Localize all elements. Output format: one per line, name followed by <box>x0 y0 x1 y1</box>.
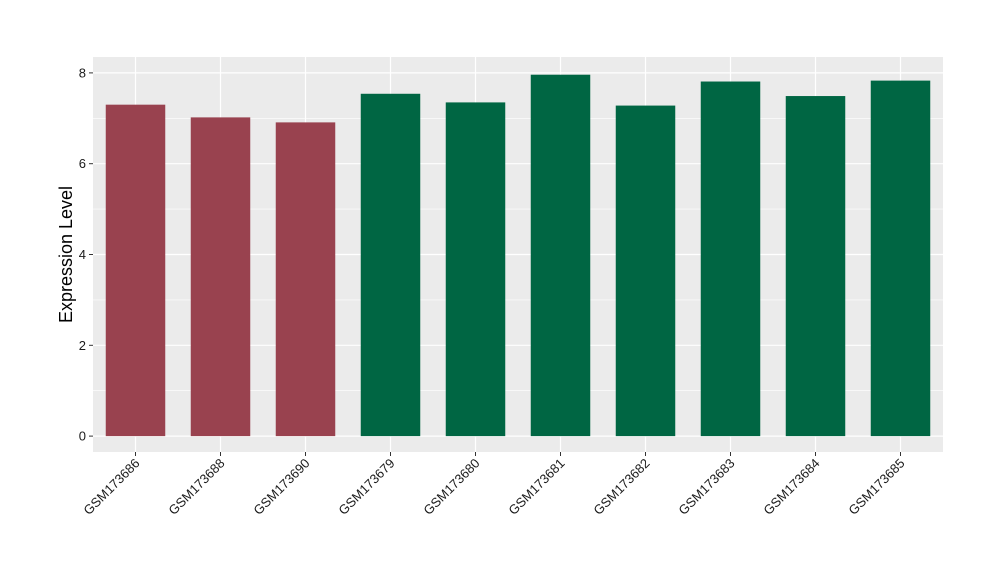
bar <box>700 81 761 437</box>
x-tick-label: GSM173684 <box>760 456 822 518</box>
bar <box>275 122 336 437</box>
x-tick-label: GSM173679 <box>335 456 397 518</box>
bar <box>530 74 591 437</box>
y-axis: 0 2 4 6 8 <box>79 65 93 444</box>
bar <box>190 117 251 437</box>
x-tick-label: GSM173688 <box>165 456 227 518</box>
bar <box>870 80 931 437</box>
bars <box>105 74 931 437</box>
bar <box>105 104 166 437</box>
bar <box>445 102 506 437</box>
x-tick-label: GSM173682 <box>590 456 652 518</box>
y-tick-label: 2 <box>79 338 86 353</box>
y-axis-title: Expression Level <box>56 186 76 323</box>
x-tick-label: GSM173680 <box>420 456 482 518</box>
y-tick-label: 8 <box>79 65 86 80</box>
x-tick-label: GSM173686 <box>80 456 142 518</box>
x-tick-label: GSM173683 <box>675 456 737 518</box>
y-tick-label: 6 <box>79 156 86 171</box>
x-tick-label: GSM173690 <box>250 456 312 518</box>
x-tick-label: GSM173681 <box>505 456 567 518</box>
y-tick-label: 4 <box>79 247 86 262</box>
y-tick-label: 0 <box>79 429 86 444</box>
x-tick-label: GSM173685 <box>845 456 907 518</box>
bar <box>360 93 421 437</box>
x-axis: GSM173686 GSM173688 GSM173690 GSM173679 GSM1… <box>80 452 908 518</box>
bar <box>785 96 846 437</box>
bar <box>615 105 676 437</box>
